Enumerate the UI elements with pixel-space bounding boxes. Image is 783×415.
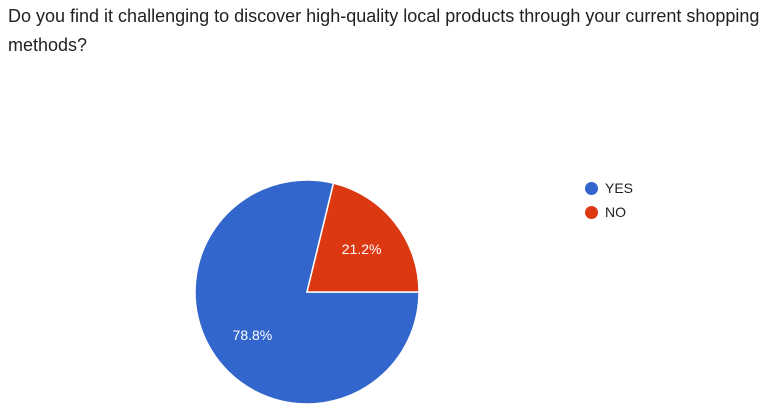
pie-label-yes: 78.8% [233,327,273,343]
chart-legend: YES NO [585,176,633,224]
legend-label-no: NO [605,204,626,220]
legend-swatch-no [585,205,598,219]
legend-item-yes[interactable]: YES [585,176,633,200]
legend-label-yes: YES [605,180,634,196]
question-title: Do you find it challenging to discover h… [8,6,760,55]
legend-item-no[interactable]: NO [585,200,633,224]
pie-slice-no[interactable] [306,182,420,293]
pie-slice-yes[interactable] [194,179,420,405]
legend-swatch-yes [585,181,598,195]
pie-slices [194,179,420,405]
pie-data-labels: 78.8% 21.2% [233,241,382,343]
pie-label-no: 21.2% [342,241,382,257]
